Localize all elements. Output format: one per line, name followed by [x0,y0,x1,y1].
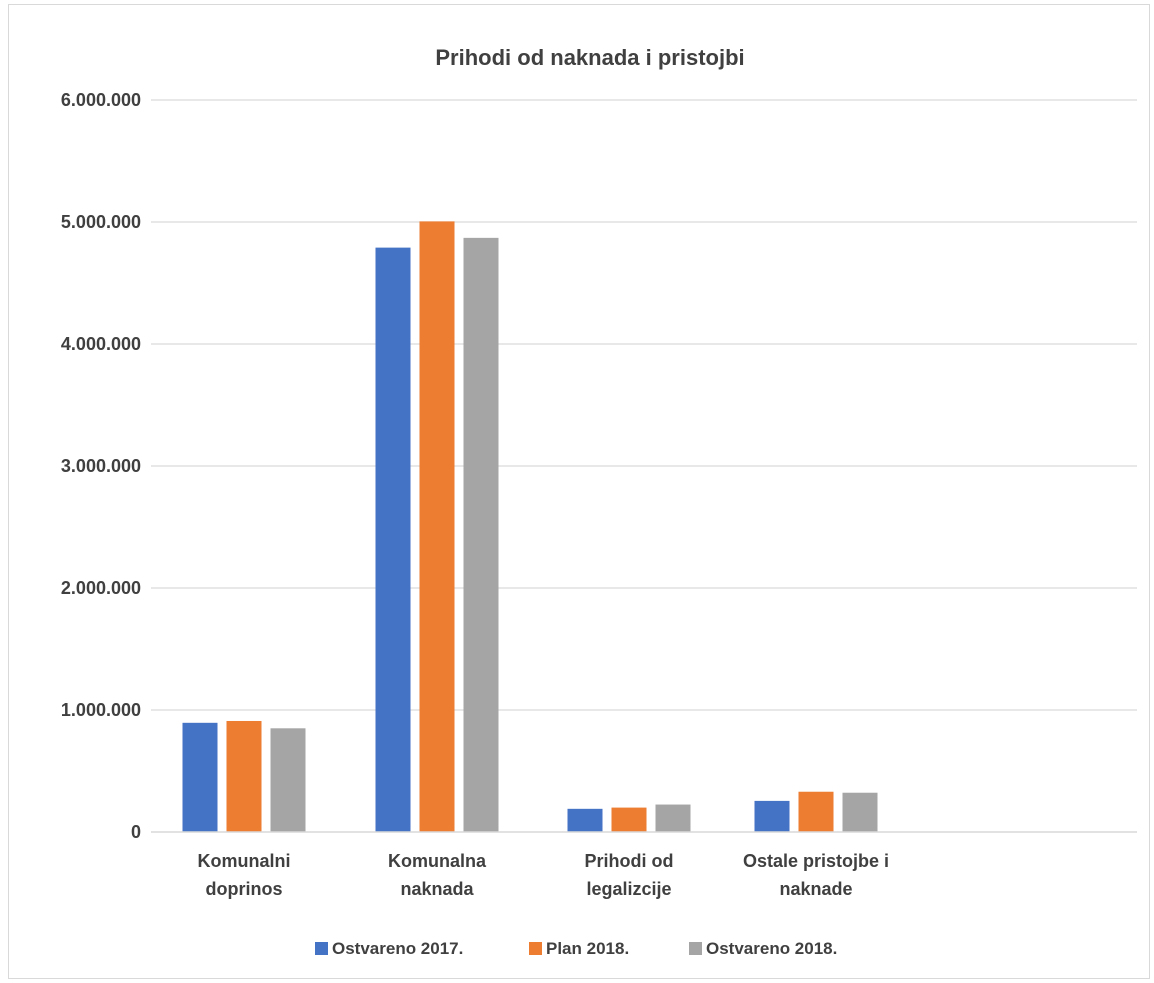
category-label: naknada [400,879,474,899]
y-tick-label: 3.000.000 [61,456,141,476]
legend-swatch [315,942,328,955]
y-tick-label: 5.000.000 [61,212,141,232]
y-tick-label: 6.000.000 [61,90,141,110]
gridlines [151,99,1137,711]
chart-title: Prihodi od naknada i pristojbi [435,45,744,70]
y-tick-label: 2.000.000 [61,578,141,598]
bar [270,728,306,832]
bar [463,237,499,833]
y-axis-tick-labels: 0 1.000.000 2.000.000 3.000.000 4.000.000 5.0… [61,90,141,842]
category-label: Prihodi od [585,851,674,871]
bar [182,722,218,832]
bar [754,800,790,832]
bar [611,807,647,832]
y-tick-label: 4.000.000 [61,334,141,354]
legend: Ostvareno 2017. Plan 2018. Ostvareno 2018. [315,939,837,958]
bar [842,792,878,832]
bar [567,808,603,832]
category-label: naknade [779,879,852,899]
bar [655,804,691,832]
category-label: doprinos [206,879,283,899]
legend-label: Ostvareno 2017. [332,939,463,958]
bar [419,221,455,832]
chart-area: Prihodi od naknada i pristojbi 0 1.000.00… [8,4,1150,979]
legend-swatch [689,942,702,955]
bar [226,720,262,832]
category-label: Ostale pristojbe i [743,851,889,871]
legend-label: Plan 2018. [546,939,629,958]
y-tick-label: 0 [131,822,141,842]
bar [375,247,411,832]
legend-label: Ostvareno 2018. [706,939,837,958]
bars [182,221,878,833]
category-labels: Komunalni doprinos Komunalna naknada Prihodi… [198,851,890,899]
bar-chart: Prihodi od naknada i pristojbi 0 1.000.00… [61,45,1137,958]
category-label: Komunalni [198,851,291,871]
bar [798,791,834,832]
y-tick-label: 1.000.000 [61,700,141,720]
legend-swatch [529,942,542,955]
category-label: Komunalna [388,851,487,871]
category-label: legalizcije [586,879,671,899]
